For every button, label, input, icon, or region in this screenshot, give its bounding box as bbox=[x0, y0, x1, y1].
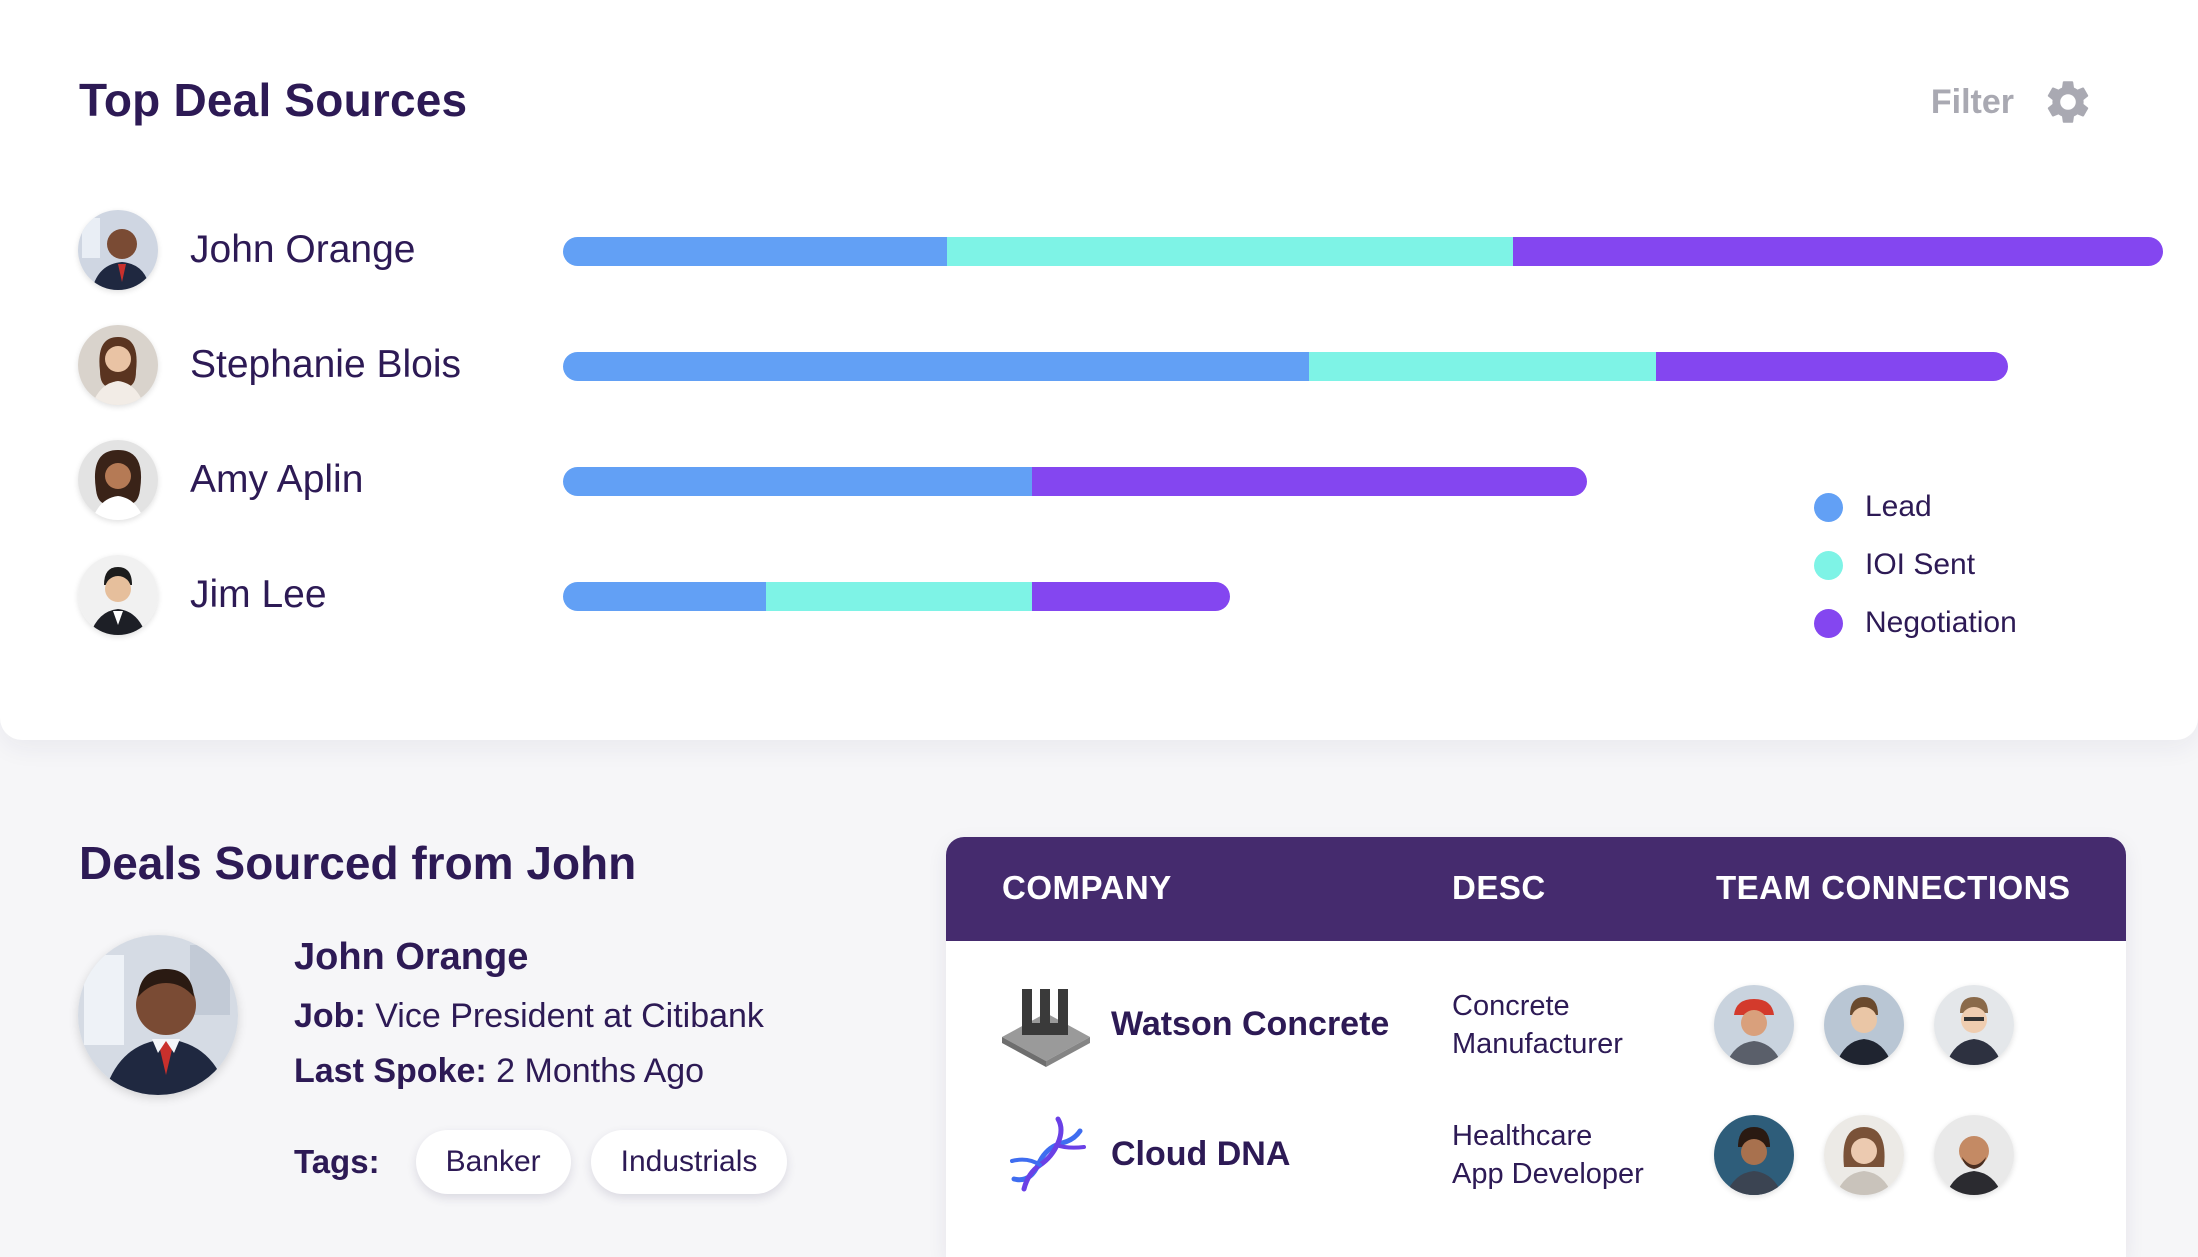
source-row-stephanie-blois[interactable]: Stephanie Blois bbox=[78, 325, 2078, 409]
job-label: Job: bbox=[294, 997, 366, 1035]
desc-line: Concrete bbox=[1452, 990, 1570, 1022]
legend-item-ioi-sent: IOI Sent bbox=[1814, 536, 2017, 594]
ioi-sent-segment bbox=[766, 582, 1032, 611]
watson-concrete-logo-icon bbox=[1002, 989, 1090, 1067]
gear-icon[interactable] bbox=[2042, 76, 2094, 128]
deals-sourced-title: Deals Sourced from John bbox=[79, 837, 637, 889]
source-row-jim-lee[interactable]: Jim Lee bbox=[78, 555, 2078, 639]
team-connection-avatar[interactable] bbox=[1714, 1115, 1794, 1195]
tag-industrials[interactable]: Industrials bbox=[590, 1130, 788, 1194]
legend-label: Lead bbox=[1865, 490, 1932, 523]
table-header: COMPANY DESC TEAM CONNECTIONS bbox=[946, 837, 2126, 941]
stacked-bar[interactable] bbox=[563, 352, 2008, 381]
profile-details: John Orange Job: Vice President at Citib… bbox=[294, 936, 764, 1107]
john-orange-avatar bbox=[78, 210, 158, 290]
job-value: Vice President at Citibank bbox=[375, 997, 764, 1035]
company-name[interactable]: Cloud DNA bbox=[1111, 1135, 1291, 1173]
stacked-bar[interactable] bbox=[563, 237, 2163, 266]
deals-table: COMPANY DESC TEAM CONNECTIONS Watson Con… bbox=[946, 837, 2126, 1257]
source-name: Amy Aplin bbox=[190, 458, 364, 501]
desc-line: Manufacturer bbox=[1452, 1028, 1623, 1060]
profile-avatar bbox=[78, 935, 238, 1095]
team-connection-avatar[interactable] bbox=[1934, 985, 2014, 1065]
stacked-bar[interactable] bbox=[563, 467, 1587, 496]
last-spoke-value: 2 Months Ago bbox=[496, 1052, 705, 1090]
ioi-sent-segment bbox=[947, 237, 1513, 266]
profile-name: John Orange bbox=[294, 936, 529, 978]
jim-lee-avatar bbox=[78, 555, 158, 635]
negotiation-segment bbox=[1513, 237, 2163, 266]
legend-label: IOI Sent bbox=[1865, 548, 1976, 581]
negotiation-segment bbox=[1032, 467, 1587, 496]
legend-dot bbox=[1814, 608, 1843, 638]
negotiation-segment bbox=[1656, 352, 2008, 381]
source-name: Stephanie Blois bbox=[190, 343, 462, 386]
column-header-company[interactable]: COMPANY bbox=[1002, 869, 1172, 906]
negotiation-segment bbox=[1032, 582, 1230, 611]
source-row-john-orange[interactable]: John Orange bbox=[78, 210, 2163, 294]
amy-aplin-avatar bbox=[78, 440, 158, 520]
profile-job: Job: Vice President at Citibank bbox=[294, 997, 764, 1036]
lead-segment bbox=[563, 582, 766, 611]
tags-label: Tags: bbox=[294, 1143, 380, 1180]
team-connection-avatar[interactable] bbox=[1824, 985, 1904, 1065]
last-spoke-label: Last Spoke: bbox=[294, 1052, 487, 1090]
ioi-sent-segment bbox=[1309, 352, 1656, 381]
stacked-bar[interactable] bbox=[563, 582, 1230, 611]
chart-legend: Lead IOI Sent Negotiation bbox=[1814, 478, 2017, 652]
filter-button[interactable]: Filter bbox=[1931, 76, 2094, 128]
table-row[interactable]: Watson Concrete Concrete Manufacturer bbox=[946, 961, 2126, 1091]
lead-segment bbox=[563, 467, 1032, 496]
dna-helix-logo-icon bbox=[1010, 1116, 1086, 1192]
company-desc: Concrete Manufacturer bbox=[1452, 987, 1623, 1063]
team-connection-avatar[interactable] bbox=[1824, 1115, 1904, 1195]
desc-line: Healthcare bbox=[1452, 1120, 1593, 1152]
source-name: Jim Lee bbox=[190, 573, 327, 616]
top-deal-sources-card: Top Deal Sources Filter John Orange bbox=[78, 74, 2163, 652]
desc-line: App Developer bbox=[1452, 1158, 1644, 1190]
legend-label: Negotiation bbox=[1865, 606, 2017, 639]
profile-tags: Tags: Banker Industrials bbox=[294, 1130, 807, 1194]
company-name[interactable]: Watson Concrete bbox=[1111, 1005, 1390, 1043]
column-header-team-connections[interactable]: TEAM CONNECTIONS bbox=[1716, 869, 2071, 906]
company-desc: Healthcare App Developer bbox=[1452, 1117, 1644, 1193]
column-header-desc[interactable]: DESC bbox=[1452, 869, 1546, 906]
top-deal-sources-title: Top Deal Sources bbox=[79, 74, 468, 126]
source-name: John Orange bbox=[190, 228, 416, 271]
legend-dot bbox=[1814, 492, 1843, 522]
table-row[interactable]: Cloud DNA Healthcare App Developer bbox=[946, 1091, 2126, 1221]
legend-item-negotiation: Negotiation bbox=[1814, 594, 2017, 652]
filter-label: Filter bbox=[1930, 82, 2014, 121]
source-row-amy-aplin[interactable]: Amy Aplin bbox=[78, 440, 2078, 524]
legend-item-lead: Lead bbox=[1814, 478, 2017, 536]
legend-dot bbox=[1814, 550, 1843, 580]
lead-segment bbox=[563, 237, 947, 266]
stephanie-blois-avatar bbox=[78, 325, 158, 405]
profile-last-spoke: Last Spoke: 2 Months Ago bbox=[294, 1052, 764, 1091]
lead-segment bbox=[563, 352, 1309, 381]
team-connection-avatar[interactable] bbox=[1934, 1115, 2014, 1195]
team-connection-avatar[interactable] bbox=[1714, 985, 1794, 1065]
tag-banker[interactable]: Banker bbox=[415, 1130, 571, 1194]
